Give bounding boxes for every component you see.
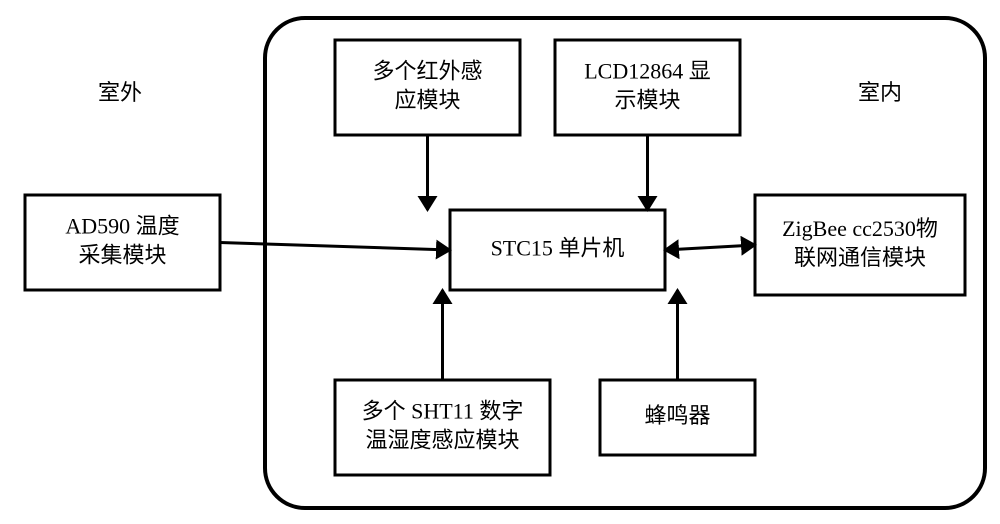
system-block-diagram: 室外 室内 AD590 温度采集模块 多个红外感应模块 LCD12864 显示模块 STC…	[0, 0, 1000, 524]
edge-ad590-mcu	[220, 243, 450, 251]
label-outdoor: 室外	[98, 80, 142, 105]
node-ir-line0: 多个红外感	[372, 59, 482, 84]
node-mcu-line0: STC15 单片机	[491, 236, 625, 261]
node-lcd-line0: LCD12864 显	[584, 59, 711, 84]
node-zigbee-line1: 联网通信模块	[794, 245, 926, 270]
node-ad590-line0: AD590 温度	[65, 214, 179, 239]
node-buzzer-line0: 蜂鸣器	[644, 403, 710, 428]
node-sht11-line1: 温湿度感应模块	[365, 427, 519, 452]
node-ad590-line1: 采集模块	[78, 242, 166, 267]
label-indoor: 室内	[858, 80, 902, 105]
edge-mcu-zigbee	[665, 245, 755, 250]
node-sht11-line0: 多个 SHT11 数字	[362, 399, 524, 424]
node-ir-line1: 应模块	[394, 87, 460, 112]
node-lcd-line1: 示模块	[614, 87, 680, 112]
node-zigbee-line0: ZigBee cc2530物	[782, 216, 938, 241]
